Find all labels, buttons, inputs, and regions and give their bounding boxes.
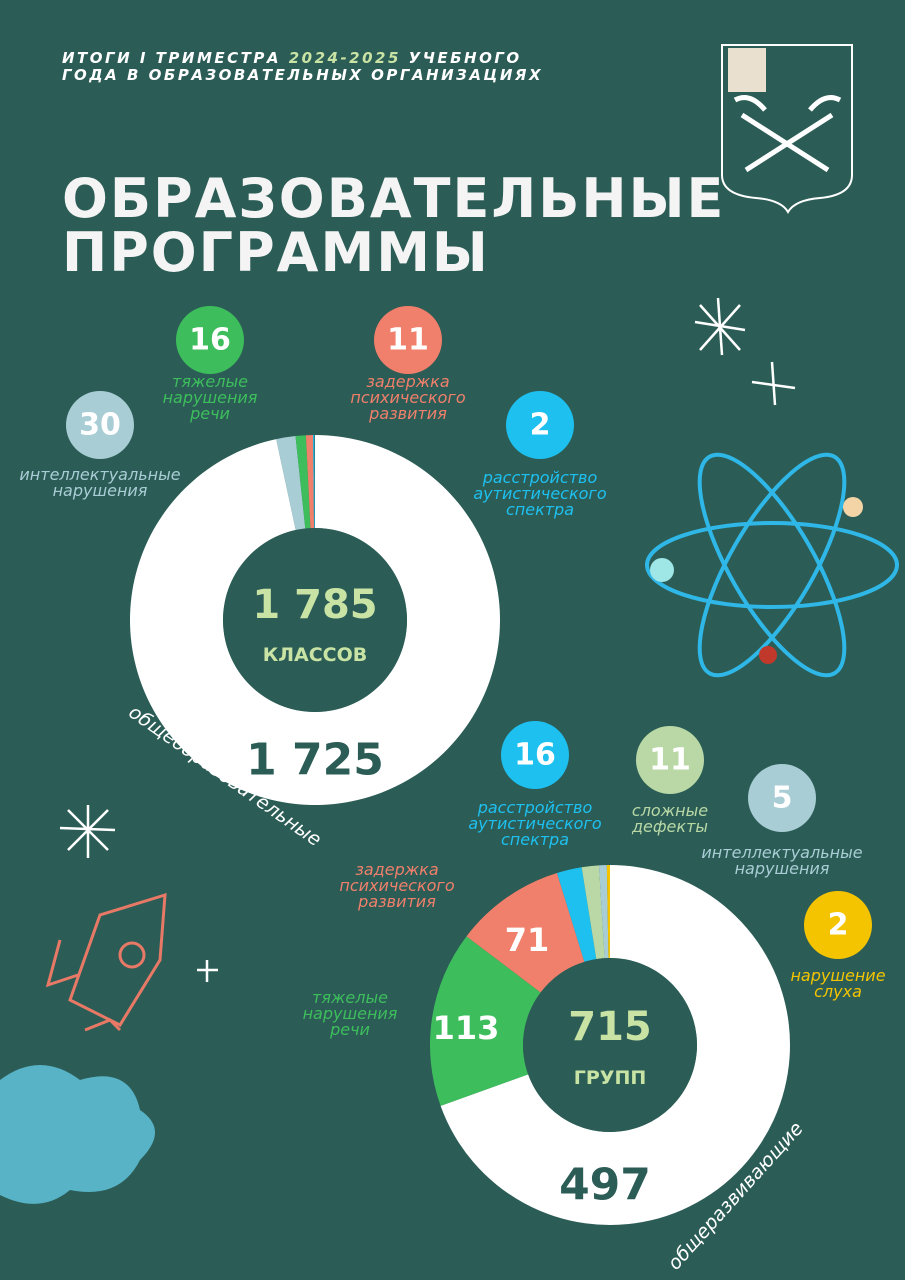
donut-hole [523,958,697,1132]
category-label: тяжелые нарушения речи [162,372,258,423]
donut-slice [440,865,790,1225]
coat-of-arms [721,44,853,214]
value-badge [66,391,134,459]
donut-slice [557,867,597,962]
center-label: ГРУПП [573,1067,647,1089]
value-label: 71 [504,921,550,959]
category-label: задержка психического развития [339,860,455,911]
category-label: тяжелые нарушения речи [302,988,398,1039]
value-label: 2 [827,907,849,943]
category-label: сложные дефекты [631,801,709,836]
donut-slice [295,435,311,529]
value-label: 11 [387,322,429,358]
category-label: интеллектуальные нарушения [19,465,181,500]
donut-slice [313,435,315,529]
category-label: расстройство аутистического спектра [473,468,607,519]
donut-slice [581,865,605,960]
subtitle-start: ИТОГИ I ТРИМЕСТРА [62,49,289,67]
donut-hole [223,528,407,712]
donut-slice [598,865,609,959]
cloud [0,1065,155,1204]
category-label: задержка психического развития [350,372,466,423]
value-badge [501,721,569,789]
value-badge [804,891,872,959]
atom [645,452,899,678]
value-label: 2 [529,407,551,443]
value-badge [636,726,704,794]
category-label: нарушение слуха [790,966,886,1001]
value-label: 11 [649,742,691,778]
value-label: 16 [189,322,231,358]
donut-slice [305,435,315,529]
donut-slice [430,936,541,1106]
category-label: интеллектуальные нарушения [701,843,863,878]
subtitle: ИТОГИ I ТРИМЕСТРА 2024-2025 УЧЕБНОГО ГОД… [62,49,582,85]
value-label: 497 [559,1159,651,1211]
category-label: расстройство аутистического спектра [468,798,602,849]
value-badge [374,306,442,374]
value-label: 1 725 [246,734,384,786]
subtitle-years: 2024-2025 [288,49,401,67]
value-label: 30 [79,407,121,443]
total-value: 1 785 [252,582,378,628]
title: ОБРАЗОВАТЕЛЬНЫЕ ПРОГРАММЫ [62,167,726,284]
donut-slice [606,865,610,959]
stars [59,297,796,982]
donut-slice [466,872,585,993]
subtitle-end: УЧЕБНОГО ГОДА В ОБРАЗОВАТЕЛЬНЫХ ОРГАНИЗА… [62,49,544,85]
total-value: 715 [568,1004,652,1050]
rocket [45,892,167,1032]
value-label: 5 [771,780,793,816]
value-badge [176,306,244,374]
center-label: КЛАССОВ [262,644,368,666]
value-badge [506,391,574,459]
value-badge [748,764,816,832]
donut-slice [129,435,500,805]
value-label: 113 [432,1009,500,1047]
donut-slice [276,436,306,531]
value-label: 16 [514,737,556,773]
